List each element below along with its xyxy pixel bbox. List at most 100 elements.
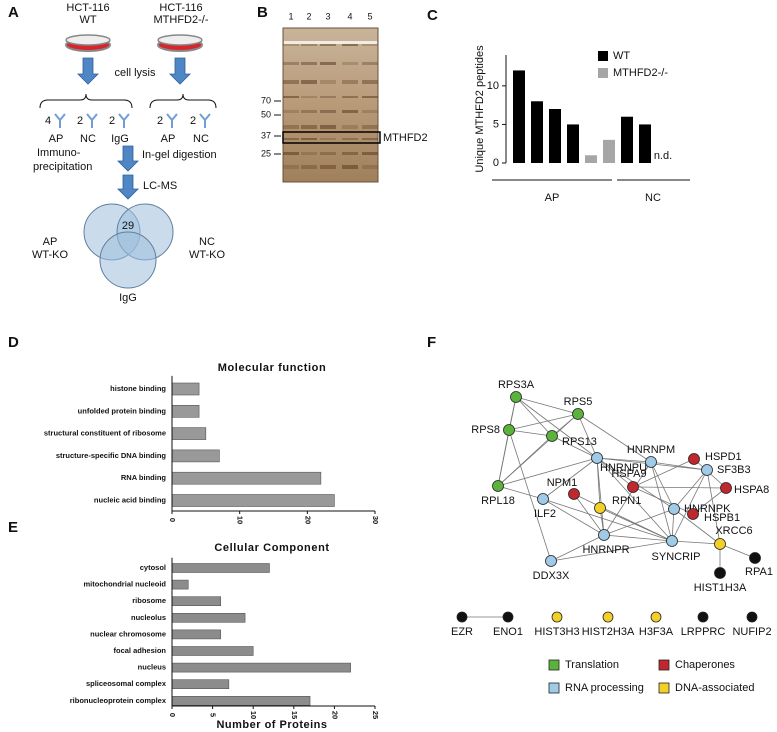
network-edge xyxy=(550,534,605,562)
node-label: HSPD1 xyxy=(705,451,742,463)
bar xyxy=(171,449,220,463)
bar xyxy=(171,612,246,623)
brace xyxy=(39,93,133,109)
network-edge xyxy=(551,435,598,459)
gel-band xyxy=(342,96,358,98)
network-node xyxy=(510,391,522,403)
antibody-count: 2 xyxy=(77,115,83,127)
panel-letter: B xyxy=(257,4,268,21)
arrow xyxy=(77,57,99,85)
x-tick-label: 10 xyxy=(249,711,258,719)
gel-band xyxy=(362,138,378,140)
network-node xyxy=(668,503,680,515)
group-label: NC xyxy=(645,192,661,204)
gel-band xyxy=(320,110,336,113)
network-edge xyxy=(650,461,675,510)
category-label: unfolded protein binding xyxy=(78,406,167,415)
network-edge xyxy=(632,458,695,488)
network-edge xyxy=(542,498,605,536)
network-edge xyxy=(515,396,598,459)
gel-band xyxy=(362,110,378,113)
category-label: nucleus xyxy=(138,663,166,672)
network-edge xyxy=(515,396,553,437)
bar xyxy=(171,404,200,418)
category-label: nucleolus xyxy=(131,613,166,622)
gel-band xyxy=(362,80,378,84)
arrow xyxy=(117,145,139,172)
node-label: LRPPRC xyxy=(681,626,726,638)
gel-band xyxy=(283,125,299,129)
gel-band xyxy=(362,165,378,169)
network-node xyxy=(591,452,603,464)
network-node xyxy=(749,552,761,564)
category-label: spliceosomal complex xyxy=(86,679,167,688)
network-edge xyxy=(650,461,673,542)
node-label: RPS3A xyxy=(498,379,535,391)
gel-band xyxy=(342,110,358,113)
node-label: HIST2H3A xyxy=(582,626,635,638)
bar xyxy=(171,629,222,640)
gel-band xyxy=(342,80,358,84)
gel-band xyxy=(362,125,378,129)
antibody-label: NC xyxy=(193,133,209,145)
network-edge xyxy=(497,435,553,487)
bar xyxy=(171,427,207,440)
antibody xyxy=(166,113,178,128)
gel-band xyxy=(283,62,299,65)
network-node xyxy=(701,464,713,476)
gel-band xyxy=(301,96,317,98)
marker-label: 70 xyxy=(261,95,271,105)
gel-band xyxy=(301,138,317,140)
gel-band xyxy=(320,62,336,65)
network-node xyxy=(568,488,580,500)
gel-band xyxy=(283,165,299,169)
legend-swatch xyxy=(598,68,608,78)
network-node xyxy=(537,493,549,505)
network-edge xyxy=(508,429,553,437)
category-label: mitochondrial nucleoid xyxy=(83,580,166,589)
bar xyxy=(531,101,543,163)
node-label: RPS5 xyxy=(564,396,593,408)
category-label: nuclear chromosome xyxy=(90,629,166,638)
network-edge xyxy=(603,508,675,536)
marker-label: 25 xyxy=(261,148,271,158)
network-node xyxy=(688,453,700,465)
chart-title: Molecular function xyxy=(218,362,327,374)
bar xyxy=(621,116,633,163)
network-edge xyxy=(692,487,727,515)
x-tick-label: 10 xyxy=(236,516,245,524)
network-edge xyxy=(542,498,673,542)
genotype: MTHFD2-/- xyxy=(154,14,209,26)
legend-label: Chaperones xyxy=(675,659,735,671)
network-edge xyxy=(603,534,673,542)
network-node xyxy=(687,508,699,520)
venn-label: NC xyxy=(199,236,215,248)
bar xyxy=(171,382,200,396)
network-edge xyxy=(632,486,727,489)
bar xyxy=(549,109,561,163)
node-label: HSPA9 xyxy=(611,468,646,480)
genotype: WT xyxy=(79,14,96,26)
marker-label: 37 xyxy=(261,130,271,140)
gel-band xyxy=(320,96,336,98)
category-label: ribonucleoprotein complex xyxy=(70,696,167,705)
legend-label: WT xyxy=(613,50,630,62)
y-axis-label: Unique MTHFD2 peptides xyxy=(474,45,486,173)
network-node xyxy=(572,408,584,420)
gel-band xyxy=(362,44,378,46)
step-label: cell lysis xyxy=(115,67,156,79)
step-label: In-gel digestion xyxy=(142,149,217,161)
legend-label: RNA processing xyxy=(565,682,644,694)
bar xyxy=(171,646,254,656)
node-label: NUFIP2 xyxy=(732,626,771,638)
node-label: EZR xyxy=(451,626,473,638)
x-tick-label: 20 xyxy=(330,711,339,719)
network-node xyxy=(503,424,515,436)
node-label: RPA1 xyxy=(745,566,773,578)
antibody-label: IgG xyxy=(111,133,129,145)
y-tick-label: 5 xyxy=(493,118,499,130)
lane-label: 4 xyxy=(347,11,352,21)
bar xyxy=(567,124,579,163)
node-label: RPS8 xyxy=(471,424,500,436)
network-node xyxy=(645,456,657,468)
